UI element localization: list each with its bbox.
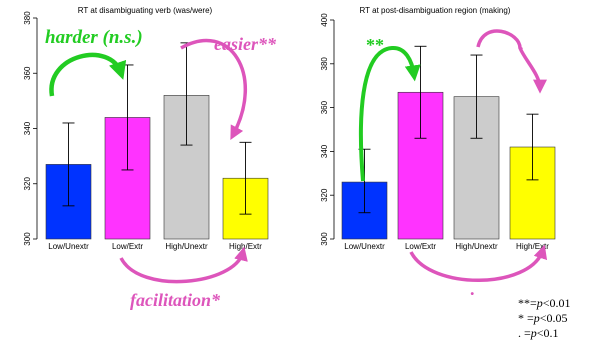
- right-pink-arrow: [476, 29, 547, 94]
- chart-left-bars: [45, 42, 269, 240]
- left-y-tick-label: 300: [23, 232, 32, 246]
- chart-left-x-labels: Low/Unextr Low/Extr High/Unextr High/Extr: [48, 242, 262, 251]
- chart-right-bars: [341, 45, 556, 240]
- chart-right-y-axis: 300 320 340 360 380 400: [320, 13, 335, 246]
- chart-left-y-axis: 300 320 340 360 380: [23, 11, 38, 246]
- legend-note-01: . =p<0.1: [518, 326, 559, 340]
- right-green-arrow: [358, 46, 421, 182]
- right-y-tick-label: 320: [320, 188, 329, 202]
- right-y-tick-label: 380: [320, 57, 329, 71]
- easier-arrow: [180, 38, 248, 140]
- chart-right: RT at post-disambiguation region (making…: [320, 6, 556, 299]
- right-bottom-arrow: [409, 244, 548, 282]
- chart-right-title: RT at post-disambiguation region (making…: [360, 6, 511, 15]
- legend-note-001: **=p<0.01: [518, 296, 571, 310]
- left-x-label: High/Extr: [229, 242, 262, 251]
- right-y-tick-label: 340: [320, 144, 329, 158]
- annotation-right-bottom: .: [470, 279, 475, 299]
- annotation-facilitation: facilitation*: [130, 290, 221, 310]
- right-x-label: High/Extr: [516, 242, 549, 251]
- left-y-tick-label: 360: [23, 66, 32, 80]
- annotation-right-green: **: [366, 35, 384, 55]
- chart-right-x-labels: Low/Unextr Low/Extr High/Unextr High/Extr: [344, 242, 549, 251]
- annotation-easier: easier**: [214, 34, 277, 54]
- right-x-label: Low/Extr: [405, 242, 436, 251]
- annotation-right-pink: .: [519, 34, 524, 54]
- left-x-label: Low/Unextr: [48, 242, 89, 251]
- chart-left-title: RT at disambiguating verb (was/were): [78, 6, 213, 15]
- harder-arrow: [49, 52, 127, 97]
- right-x-label: High/Unextr: [455, 242, 498, 251]
- right-y-tick-label: 300: [320, 232, 329, 246]
- facilitation-arrow: [119, 246, 248, 284]
- left-y-tick-label: 380: [23, 11, 32, 25]
- right-x-label: Low/Unextr: [344, 242, 385, 251]
- significance-legend: **=p<0.01 * =p<0.05 . =p<0.1: [518, 296, 591, 341]
- right-y-tick-label: 360: [320, 100, 329, 114]
- left-y-tick-label: 320: [23, 177, 32, 191]
- left-y-tick-label: 340: [23, 121, 32, 135]
- chart-left: RT at disambiguating verb (was/were) 300…: [23, 6, 277, 310]
- legend-note-005: * =p<0.05: [518, 311, 568, 325]
- left-x-label: Low/Extr: [112, 242, 143, 251]
- right-y-tick-label: 400: [320, 13, 329, 27]
- left-x-label: High/Unextr: [165, 242, 208, 251]
- annotation-harder: harder (n.s.): [45, 27, 143, 48]
